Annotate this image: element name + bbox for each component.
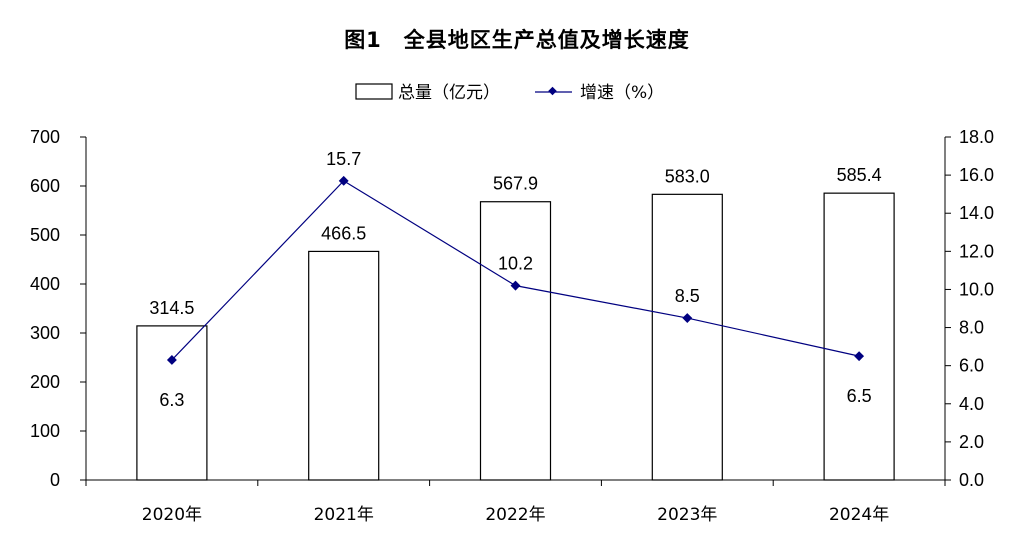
right-tick-label: 16.0 — [959, 165, 994, 185]
legend: 总量（亿元） 增速（%） — [355, 83, 664, 103]
right-tick-label: 18.0 — [959, 127, 994, 147]
right-tick-label: 10.0 — [959, 279, 994, 299]
bar-value-label: 314.5 — [149, 298, 194, 318]
x-tick-label: 2023年 — [657, 505, 717, 525]
left-tick-label: 700 — [30, 127, 60, 147]
left-tick-label: 0 — [50, 470, 60, 490]
legend-line-marker — [548, 86, 557, 96]
growth-marker — [166, 355, 177, 365]
right-tick-label: 0.0 — [959, 470, 984, 490]
growth-marker — [682, 313, 693, 323]
right-tick-label: 2.0 — [959, 432, 984, 452]
growth-value-label: 6.5 — [847, 386, 872, 406]
bar-value-label: 567.9 — [493, 174, 538, 194]
x-tick-label: 2020年 — [142, 505, 202, 525]
growth-marker — [510, 280, 521, 291]
left-tick-label: 600 — [30, 176, 60, 196]
data-labels: 314.5 466.5 567.9 583.0 585.4 6.3 15.7 10.2 8.5 6… — [149, 149, 881, 410]
right-tick-label: 12.0 — [959, 241, 994, 261]
x-tick-label: 2024年 — [829, 505, 889, 525]
growth-value-label: 6.3 — [159, 390, 184, 410]
growth-value-label: 15.7 — [326, 149, 361, 169]
bar — [651, 193, 723, 481]
left-tick-label: 500 — [30, 225, 60, 245]
growth-value-label: 8.5 — [675, 286, 700, 306]
left-tick-label: 200 — [30, 372, 60, 392]
growth-marker — [338, 175, 349, 186]
growth-marker — [854, 351, 865, 362]
bar — [479, 201, 552, 481]
legend-bar-label: 总量（亿元） — [398, 83, 500, 103]
growth-line — [166, 175, 865, 365]
bar — [823, 192, 895, 481]
right-tick-label: 6.0 — [959, 356, 984, 376]
axes: 0 100 200 300 400 500 600 700 0.0 2.0 4.0 6.0 8.0 10.… — [30, 127, 994, 525]
bar-value-label: 583.0 — [665, 166, 710, 186]
legend-bar-swatch — [355, 83, 393, 100]
x-tick-label: 2022年 — [485, 505, 545, 525]
left-tick-label: 400 — [30, 274, 60, 294]
right-tick-label: 8.0 — [959, 318, 984, 338]
right-tick-label: 4.0 — [959, 394, 984, 414]
bars — [136, 192, 895, 481]
legend-line-label: 增速（%） — [580, 83, 664, 103]
x-tick-label: 2021年 — [314, 505, 374, 525]
chart-title: 图1 全县地区生产总值及增长速度 — [344, 28, 690, 52]
bar — [136, 325, 208, 481]
left-tick-label: 100 — [30, 421, 60, 441]
bar — [308, 250, 380, 481]
bar-value-label: 585.4 — [837, 165, 882, 185]
left-tick-label: 300 — [30, 323, 60, 343]
right-tick-label: 14.0 — [959, 203, 994, 223]
bar-value-label: 466.5 — [321, 223, 366, 243]
growth-value-label: 10.2 — [498, 254, 533, 274]
